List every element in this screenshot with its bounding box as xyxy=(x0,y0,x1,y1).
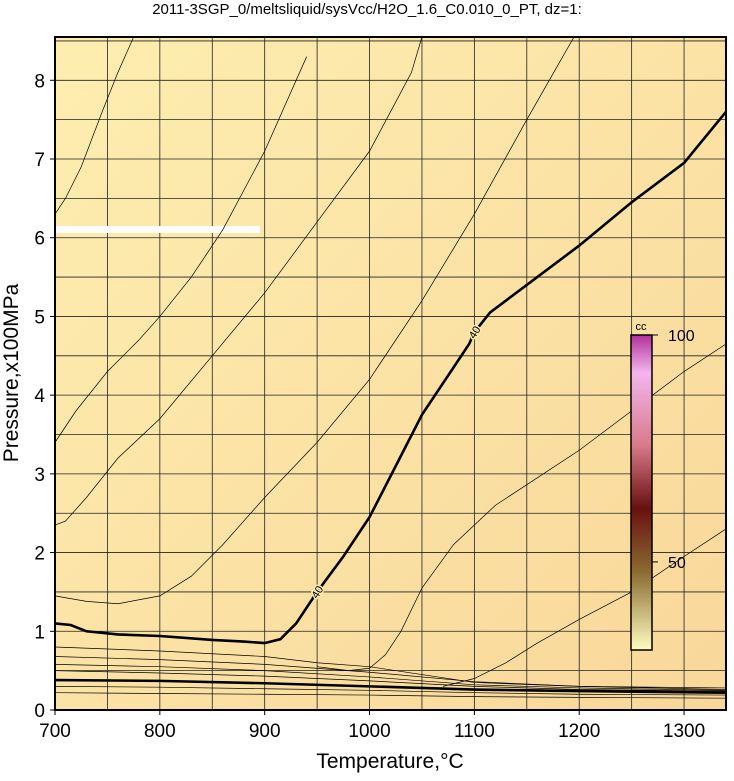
plot-frame xyxy=(54,36,727,711)
colorbar xyxy=(630,334,653,651)
contour-line xyxy=(54,36,423,526)
contour-line xyxy=(54,36,575,605)
x-tick-label: 800 xyxy=(144,721,176,742)
y-tick-label: 4 xyxy=(34,386,45,407)
contour-line xyxy=(54,56,307,443)
x-tick-label: 1000 xyxy=(348,721,390,742)
x-tick-label: 900 xyxy=(249,721,281,742)
colorbar-tick-label: 50 xyxy=(668,555,686,572)
x-tick-label: 1200 xyxy=(558,721,600,742)
contour-line xyxy=(54,692,727,699)
y-tick-label: 3 xyxy=(34,465,45,486)
y-tick-label: 5 xyxy=(34,307,45,328)
contour-line xyxy=(54,686,727,696)
contour-line xyxy=(54,670,727,692)
y-tick-label: 2 xyxy=(34,544,45,565)
x-tick-label: 1300 xyxy=(663,721,705,742)
colorbar-label: cc xyxy=(636,321,648,333)
x-axis-label: Temperature,°C xyxy=(316,750,463,773)
y-tick-label: 8 xyxy=(34,71,45,92)
x-tick-label: 700 xyxy=(39,721,71,742)
y-tick-label: 1 xyxy=(34,622,45,643)
y-tick-label: 0 xyxy=(34,701,45,722)
contour-line xyxy=(442,528,727,687)
contour-line xyxy=(54,656,727,690)
colorbar-tick-label: 100 xyxy=(668,328,695,345)
y-tick-label: 6 xyxy=(34,229,45,250)
chart-title: 2011-3SGP_0/meltsliquid/sysVcc/H2O_1.6_C… xyxy=(152,1,582,18)
contour-line xyxy=(54,678,727,694)
y-tick-label: 7 xyxy=(34,150,45,171)
contour-line xyxy=(54,36,134,215)
plot-background xyxy=(55,37,726,710)
y-axis-label: Pressure,x100MPa xyxy=(0,283,23,462)
contour-line xyxy=(54,663,727,691)
white-band xyxy=(55,226,260,233)
contour-line xyxy=(54,110,728,645)
x-tick-label: 1100 xyxy=(454,721,495,742)
